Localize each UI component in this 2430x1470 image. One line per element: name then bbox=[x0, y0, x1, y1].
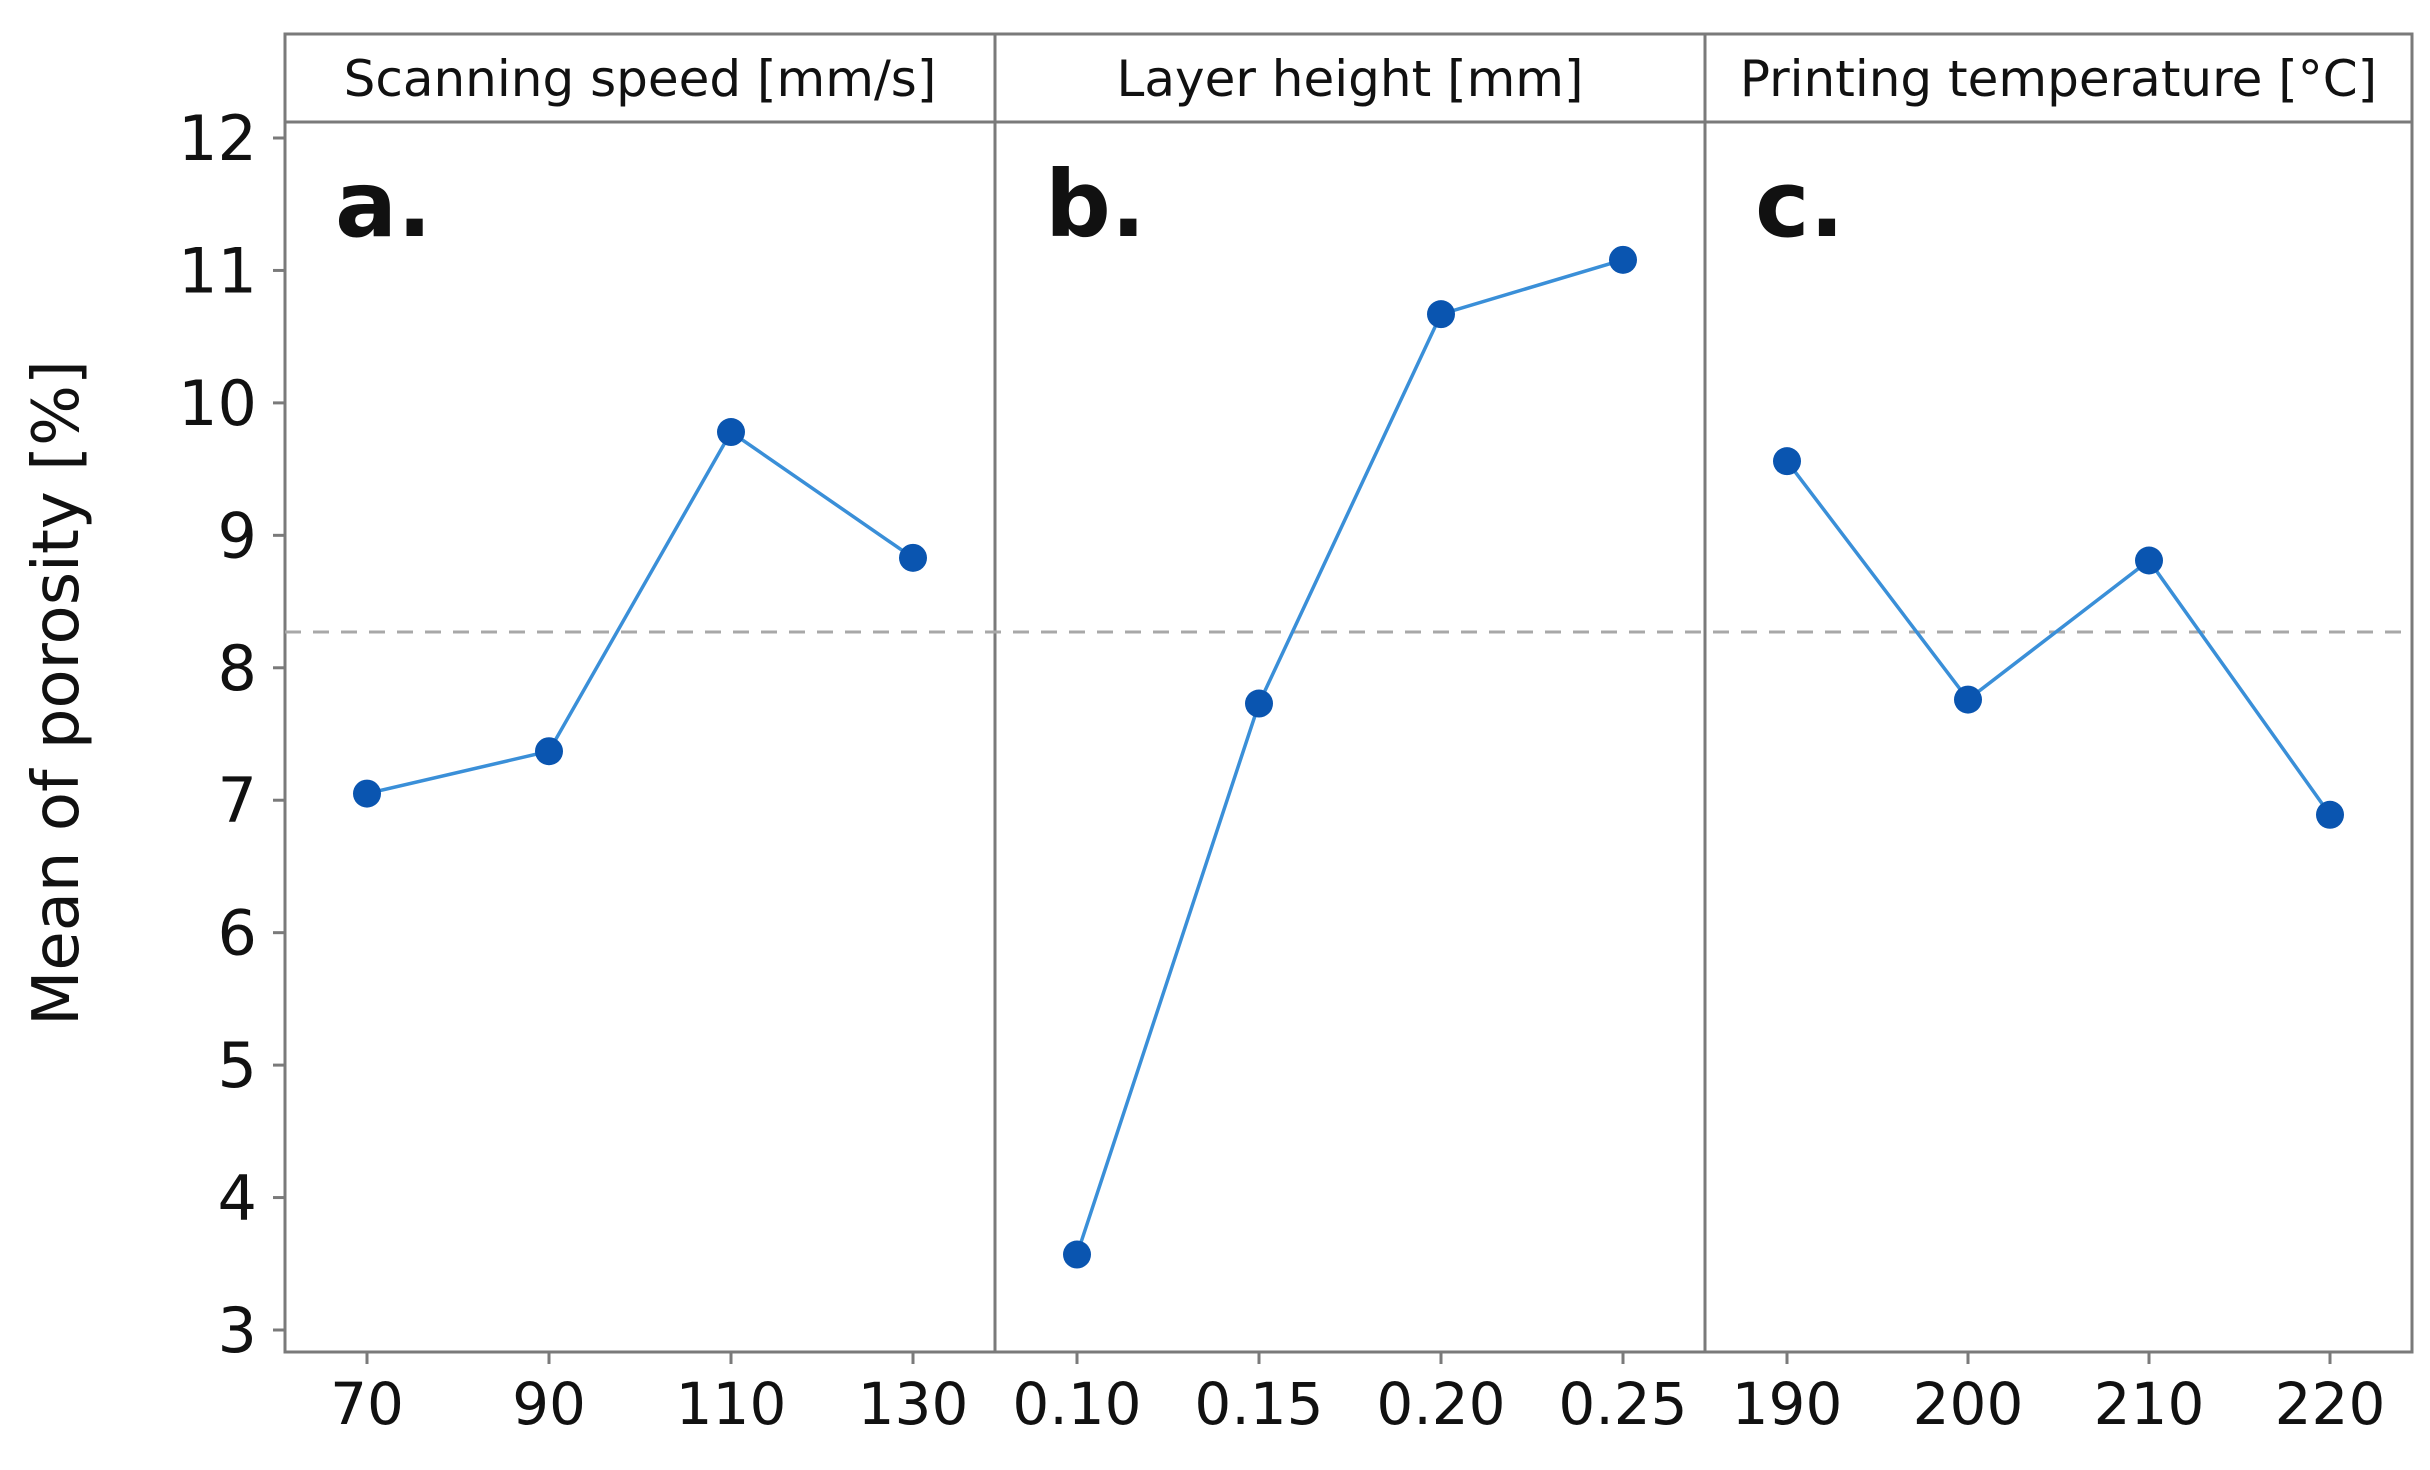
y-tick-label: 11 bbox=[178, 234, 257, 307]
series-points-layer bbox=[353, 245, 2344, 1269]
panel-strip-title: Scanning speed [mm/s] bbox=[344, 50, 937, 108]
y-axis-title: Mean of porosity [%] bbox=[20, 360, 94, 1026]
panel-strip-title: Printing temperature [°C] bbox=[1740, 50, 2377, 108]
data-point bbox=[1773, 447, 1801, 476]
series-lines-layer bbox=[366, 258, 2332, 1256]
x-tick-label: 200 bbox=[1913, 1370, 2024, 1438]
data-point bbox=[1063, 1240, 1091, 1269]
plot-frame bbox=[283, 32, 2414, 1354]
x-tick-label: 220 bbox=[2275, 1370, 2386, 1438]
y-tick-label: 10 bbox=[178, 367, 257, 440]
x-tick-label: 0.25 bbox=[1558, 1370, 1687, 1438]
series-line-panel-2 bbox=[1075, 258, 1624, 1256]
data-point bbox=[2316, 800, 2344, 829]
series-line-panel-1 bbox=[366, 429, 914, 796]
data-point bbox=[717, 418, 745, 447]
y-tick-label: 8 bbox=[218, 632, 257, 705]
series-line-panel-3 bbox=[1785, 460, 2332, 816]
x-tick-label: 130 bbox=[858, 1370, 969, 1438]
data-point bbox=[535, 737, 563, 766]
data-point bbox=[1427, 300, 1455, 329]
y-tick-label: 9 bbox=[218, 499, 257, 572]
y-tick-label: 12 bbox=[178, 102, 257, 175]
data-point bbox=[1245, 689, 1273, 718]
panel-letter: a. bbox=[335, 151, 432, 258]
panel-strip-title: Layer height [mm] bbox=[1117, 50, 1584, 108]
data-point bbox=[1609, 245, 1637, 274]
x-tick-label: 90 bbox=[512, 1370, 586, 1438]
y-tick-label: 5 bbox=[218, 1029, 257, 1102]
data-point bbox=[899, 543, 927, 572]
x-tick-label: 0.15 bbox=[1194, 1370, 1323, 1438]
y-tick-label: 6 bbox=[218, 897, 257, 970]
x-tick-label: 0.10 bbox=[1012, 1370, 1141, 1438]
y-tick-label: 7 bbox=[218, 764, 257, 837]
data-point bbox=[2135, 546, 2163, 575]
panel-letter: c. bbox=[1755, 151, 1844, 258]
data-point bbox=[353, 779, 381, 808]
x-tick-label: 70 bbox=[330, 1370, 404, 1438]
x-tick-label: 0.20 bbox=[1376, 1370, 1505, 1438]
y-tick-label: 3 bbox=[218, 1294, 257, 1367]
x-tick-label: 190 bbox=[1732, 1370, 1843, 1438]
x-tick-label: 110 bbox=[676, 1370, 787, 1438]
y-tick-label: 4 bbox=[218, 1162, 257, 1235]
data-point bbox=[1954, 685, 1982, 714]
text-layer: 3 4 5 6 7 8 9 10 11 12 Mean of porosity [%] Scannin… bbox=[20, 50, 2385, 1438]
frame-layer bbox=[273, 32, 2414, 1364]
x-tick-label: 210 bbox=[2094, 1370, 2205, 1438]
panel-letter: b. bbox=[1045, 151, 1146, 258]
